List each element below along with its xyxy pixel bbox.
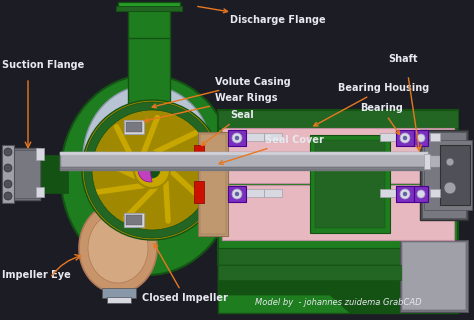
Bar: [126, 215, 142, 225]
Text: Suction Flange: Suction Flange: [2, 60, 84, 70]
Text: Closed Impeller: Closed Impeller: [142, 244, 228, 303]
Circle shape: [400, 133, 410, 143]
Ellipse shape: [61, 75, 236, 275]
Ellipse shape: [88, 213, 148, 283]
Circle shape: [232, 133, 242, 143]
Bar: [38, 155, 68, 193]
Bar: [428, 155, 470, 167]
Circle shape: [4, 148, 12, 156]
Text: Model by  - johannes zuidema GrabCAD: Model by - johannes zuidema GrabCAD: [255, 298, 422, 307]
Bar: [218, 265, 458, 313]
Bar: [124, 120, 144, 134]
Bar: [126, 122, 142, 132]
Bar: [218, 110, 458, 128]
Text: Shaft: Shaft: [388, 54, 418, 64]
Circle shape: [417, 134, 425, 142]
Bar: [440, 145, 470, 205]
Bar: [222, 128, 454, 183]
Ellipse shape: [103, 118, 193, 218]
Bar: [396, 186, 414, 202]
Bar: [246, 133, 264, 141]
Circle shape: [235, 192, 239, 196]
Bar: [228, 130, 246, 146]
Bar: [222, 185, 454, 240]
Bar: [128, 10, 170, 38]
Bar: [218, 110, 458, 265]
Bar: [264, 133, 282, 141]
Ellipse shape: [83, 85, 213, 230]
Text: Seal Cover: Seal Cover: [219, 135, 324, 164]
Wedge shape: [84, 102, 220, 238]
Circle shape: [4, 192, 12, 200]
Bar: [60, 167, 428, 170]
Text: Seal: Seal: [201, 110, 254, 145]
Bar: [194, 145, 204, 167]
Bar: [14, 150, 40, 198]
Circle shape: [400, 189, 410, 199]
Bar: [402, 242, 466, 310]
Bar: [2, 145, 14, 203]
Bar: [107, 297, 131, 303]
Bar: [422, 132, 466, 218]
Bar: [400, 240, 468, 312]
Circle shape: [446, 158, 454, 166]
Bar: [2, 148, 40, 200]
Bar: [380, 189, 396, 197]
Circle shape: [232, 189, 242, 199]
Bar: [424, 154, 430, 169]
Bar: [198, 132, 228, 236]
Text: Discharge Flange: Discharge Flange: [198, 6, 326, 25]
Circle shape: [444, 182, 456, 194]
Circle shape: [82, 100, 222, 240]
Circle shape: [235, 136, 239, 140]
Text: Bearing: Bearing: [360, 103, 403, 134]
Circle shape: [417, 190, 425, 198]
Bar: [228, 186, 246, 202]
Text: Volute Casing: Volute Casing: [152, 77, 291, 108]
Bar: [246, 189, 264, 197]
Bar: [36, 148, 44, 160]
Bar: [264, 189, 282, 197]
Bar: [102, 288, 136, 298]
Text: Wear Rings: Wear Rings: [144, 93, 277, 122]
Bar: [420, 130, 468, 220]
Bar: [128, 35, 170, 110]
Bar: [116, 6, 182, 11]
Bar: [430, 189, 440, 197]
Circle shape: [4, 164, 12, 172]
Bar: [124, 213, 144, 227]
Circle shape: [403, 136, 407, 140]
Bar: [380, 133, 396, 141]
Bar: [60, 152, 428, 170]
Bar: [60, 152, 428, 155]
Circle shape: [403, 192, 407, 196]
Text: Bearing Housing: Bearing Housing: [314, 83, 429, 126]
Bar: [218, 265, 458, 280]
Bar: [218, 248, 458, 265]
Polygon shape: [218, 265, 458, 313]
Circle shape: [134, 152, 170, 188]
Circle shape: [4, 180, 12, 188]
Bar: [194, 181, 204, 203]
Bar: [414, 186, 428, 202]
Bar: [36, 187, 44, 197]
Bar: [118, 2, 180, 10]
Bar: [430, 133, 440, 141]
Bar: [424, 140, 472, 210]
Bar: [414, 130, 428, 146]
Wedge shape: [138, 158, 152, 182]
Ellipse shape: [79, 203, 157, 293]
Bar: [200, 134, 226, 234]
Circle shape: [144, 162, 160, 178]
Bar: [315, 140, 385, 228]
Text: Impeller Eye: Impeller Eye: [2, 270, 71, 280]
Bar: [396, 130, 414, 146]
Bar: [310, 135, 390, 233]
